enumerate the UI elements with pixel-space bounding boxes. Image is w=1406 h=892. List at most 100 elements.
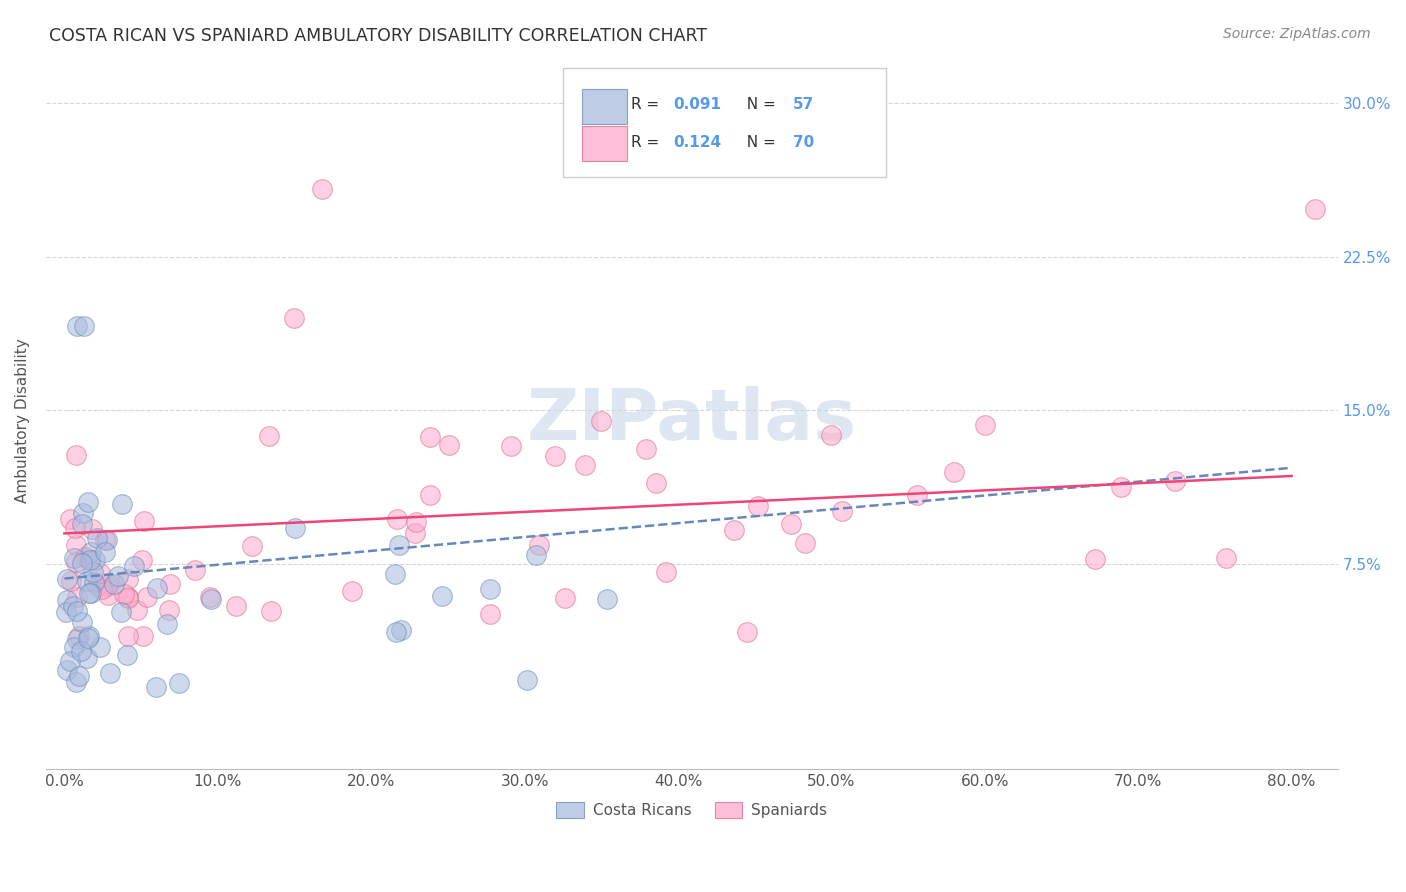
Point <box>77 629 100 643</box>
Point <box>67 669 90 683</box>
Point <box>66 632 89 647</box>
Point <box>159 576 181 591</box>
Text: 70: 70 <box>793 135 814 150</box>
Point <box>169 675 191 690</box>
Point <box>63 521 86 535</box>
Text: N =: N = <box>737 97 780 112</box>
Text: R =: R = <box>631 97 664 112</box>
Point <box>107 568 129 582</box>
Point <box>942 466 965 480</box>
Point <box>389 623 412 637</box>
Point <box>65 448 87 462</box>
Point <box>419 488 441 502</box>
Point <box>644 475 666 490</box>
Point <box>93 533 115 547</box>
Point <box>65 555 87 569</box>
Point <box>384 567 406 582</box>
Point <box>820 428 842 442</box>
Point <box>82 565 104 579</box>
Point <box>973 417 995 432</box>
Point <box>198 590 221 604</box>
Point <box>66 319 89 334</box>
Point <box>80 522 103 536</box>
Point <box>311 182 333 196</box>
Point <box>200 592 222 607</box>
Point <box>59 574 82 588</box>
Point <box>55 605 77 619</box>
Point <box>132 629 155 643</box>
Point <box>636 442 658 456</box>
Point <box>70 615 93 629</box>
Point <box>479 607 502 621</box>
Point <box>56 572 79 586</box>
Point <box>831 504 853 518</box>
Point <box>499 439 522 453</box>
Point <box>574 458 596 472</box>
Point <box>89 566 111 580</box>
Point <box>240 539 263 553</box>
Point <box>1215 551 1237 566</box>
Point <box>554 591 576 605</box>
Point <box>388 538 411 552</box>
Point <box>723 524 745 538</box>
Point <box>91 582 114 597</box>
Point <box>122 558 145 573</box>
Point <box>70 516 93 531</box>
Point <box>76 574 98 588</box>
Point <box>145 680 167 694</box>
Point <box>135 590 157 604</box>
Text: Source: ZipAtlas.com: Source: ZipAtlas.com <box>1223 27 1371 41</box>
Point <box>96 579 118 593</box>
Point <box>257 429 280 443</box>
Point <box>76 494 98 508</box>
Point <box>59 511 82 525</box>
Point <box>419 430 441 444</box>
Point <box>83 574 105 589</box>
Point <box>80 585 103 599</box>
Legend: Costa Ricans, Spaniards: Costa Ricans, Spaniards <box>550 797 834 824</box>
Point <box>156 617 179 632</box>
Point <box>735 624 758 639</box>
FancyBboxPatch shape <box>582 89 627 124</box>
Point <box>62 640 84 655</box>
Point <box>284 521 307 535</box>
Point <box>596 592 619 607</box>
Point <box>59 654 82 668</box>
Point <box>145 581 167 595</box>
Point <box>70 644 93 658</box>
Point <box>157 603 180 617</box>
Point <box>83 552 105 566</box>
Point <box>283 311 305 326</box>
Point <box>77 631 100 645</box>
Point <box>70 556 93 570</box>
Point <box>404 525 426 540</box>
Point <box>340 584 363 599</box>
Point <box>80 544 103 558</box>
Point <box>66 605 89 619</box>
Point <box>905 488 928 502</box>
Point <box>524 548 547 562</box>
Point <box>385 511 408 525</box>
Point <box>89 640 111 655</box>
Point <box>479 582 502 597</box>
Point <box>747 500 769 514</box>
Text: ZIPatlas: ZIPatlas <box>527 386 856 455</box>
Point <box>260 604 283 618</box>
Point <box>1109 480 1132 494</box>
Point <box>591 414 613 428</box>
Point <box>111 497 134 511</box>
Point <box>131 553 153 567</box>
Point <box>117 629 139 643</box>
Text: 0.124: 0.124 <box>673 135 721 150</box>
Text: 57: 57 <box>793 97 814 112</box>
Point <box>76 651 98 665</box>
Point <box>56 593 79 607</box>
Text: R =: R = <box>631 135 664 150</box>
Point <box>117 590 139 604</box>
Point <box>62 599 84 613</box>
Point <box>125 602 148 616</box>
Point <box>117 572 139 586</box>
Point <box>100 665 122 680</box>
Point <box>1084 552 1107 566</box>
Point <box>67 629 90 643</box>
